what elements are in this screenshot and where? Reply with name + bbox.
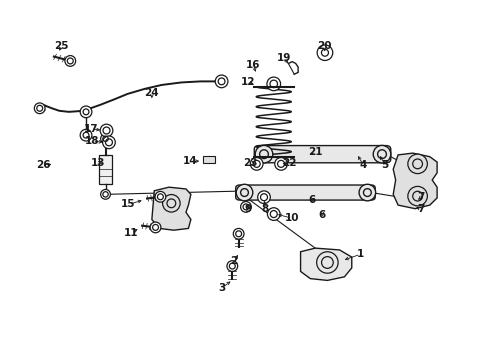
Ellipse shape (267, 208, 280, 220)
Text: 11: 11 (124, 228, 138, 238)
Ellipse shape (255, 145, 272, 163)
Text: 8: 8 (261, 204, 268, 215)
Text: 10: 10 (285, 213, 299, 223)
Text: 20: 20 (316, 41, 330, 51)
Ellipse shape (358, 184, 375, 201)
Ellipse shape (155, 192, 165, 202)
Ellipse shape (101, 189, 110, 199)
Text: 16: 16 (245, 59, 260, 69)
Text: 6: 6 (317, 210, 325, 220)
Text: 18: 18 (85, 136, 100, 146)
Ellipse shape (274, 158, 287, 170)
Ellipse shape (316, 252, 337, 273)
Ellipse shape (150, 222, 161, 233)
Text: 26: 26 (36, 159, 51, 170)
Ellipse shape (65, 55, 76, 66)
Ellipse shape (372, 145, 390, 163)
Text: 2: 2 (230, 256, 237, 266)
Ellipse shape (215, 75, 227, 88)
Text: 19: 19 (276, 53, 290, 63)
Polygon shape (300, 248, 351, 280)
Text: 1: 1 (356, 249, 364, 259)
Text: 4: 4 (359, 159, 366, 170)
Ellipse shape (240, 202, 251, 212)
Ellipse shape (226, 261, 237, 271)
Ellipse shape (102, 136, 115, 149)
Ellipse shape (100, 124, 113, 137)
Text: 14: 14 (182, 156, 197, 166)
Ellipse shape (407, 154, 427, 174)
Ellipse shape (250, 158, 263, 170)
FancyBboxPatch shape (203, 156, 215, 163)
Text: 15: 15 (121, 199, 136, 210)
Text: 24: 24 (144, 88, 159, 98)
Ellipse shape (233, 229, 244, 239)
Text: 5: 5 (381, 159, 388, 170)
FancyBboxPatch shape (99, 155, 112, 184)
Text: 3: 3 (218, 283, 225, 293)
Text: 7: 7 (416, 204, 424, 215)
Text: 22: 22 (282, 158, 297, 168)
Text: 21: 21 (307, 147, 322, 157)
Text: 6: 6 (307, 195, 315, 206)
Ellipse shape (236, 184, 252, 201)
Text: 7: 7 (416, 192, 424, 202)
Text: 17: 17 (83, 124, 98, 134)
Ellipse shape (80, 129, 92, 141)
Ellipse shape (162, 194, 180, 212)
FancyBboxPatch shape (254, 145, 390, 163)
Ellipse shape (317, 45, 332, 60)
Text: 23: 23 (243, 158, 258, 168)
Ellipse shape (407, 186, 427, 206)
Ellipse shape (266, 77, 280, 91)
Text: 25: 25 (54, 41, 69, 50)
Text: 13: 13 (91, 158, 105, 168)
Text: 9: 9 (244, 204, 251, 215)
Text: 12: 12 (241, 77, 255, 87)
Polygon shape (392, 153, 436, 209)
FancyBboxPatch shape (235, 185, 374, 200)
Ellipse shape (257, 191, 270, 203)
Polygon shape (152, 187, 190, 230)
Ellipse shape (80, 106, 92, 118)
Ellipse shape (101, 134, 110, 144)
Ellipse shape (34, 103, 45, 114)
